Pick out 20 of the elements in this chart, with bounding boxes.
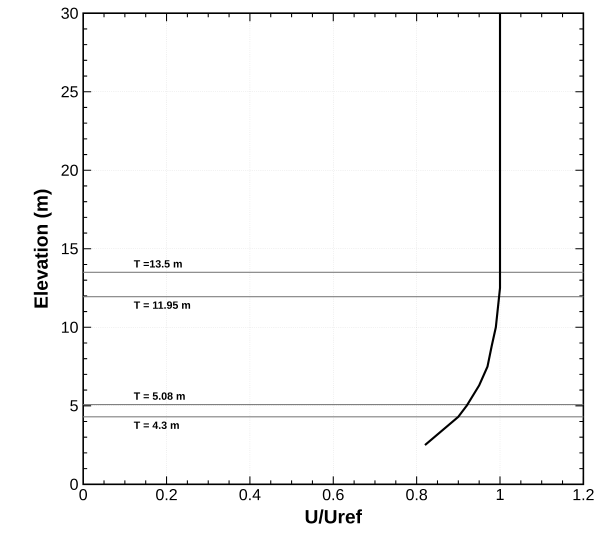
y-axis-title: Elevation (m) — [34, 190, 52, 308]
ref-line-label: T = 4.3 m — [134, 421, 179, 429]
y-tick-label: 25 — [62, 86, 78, 98]
ref-line-label: T =13.5 m — [134, 260, 182, 268]
y-tick-label: 15 — [62, 243, 78, 254]
ref-line-label: T = 11.95 m — [134, 301, 190, 309]
x-axis-title: U/Uref — [306, 509, 362, 524]
x-tick-label: 0.8 — [406, 488, 428, 500]
y-tick-label: 10 — [62, 322, 78, 333]
x-tick-label: 1 — [496, 488, 504, 500]
y-tick-label: 30 — [61, 8, 78, 19]
x-tick-label: 0.6 — [322, 488, 344, 500]
y-tick-label: 5 — [70, 400, 78, 412]
ref-line-label: T = 5.08 m — [134, 392, 185, 400]
x-tick-label: 0.2 — [156, 488, 177, 500]
y-tick-label: 20 — [62, 164, 78, 176]
x-tick-label: 0.4 — [239, 488, 261, 500]
x-tick-label: 1.2 — [573, 488, 594, 500]
x-tick-label: 0 — [79, 488, 87, 500]
y-tick-label: 0 — [70, 478, 78, 490]
